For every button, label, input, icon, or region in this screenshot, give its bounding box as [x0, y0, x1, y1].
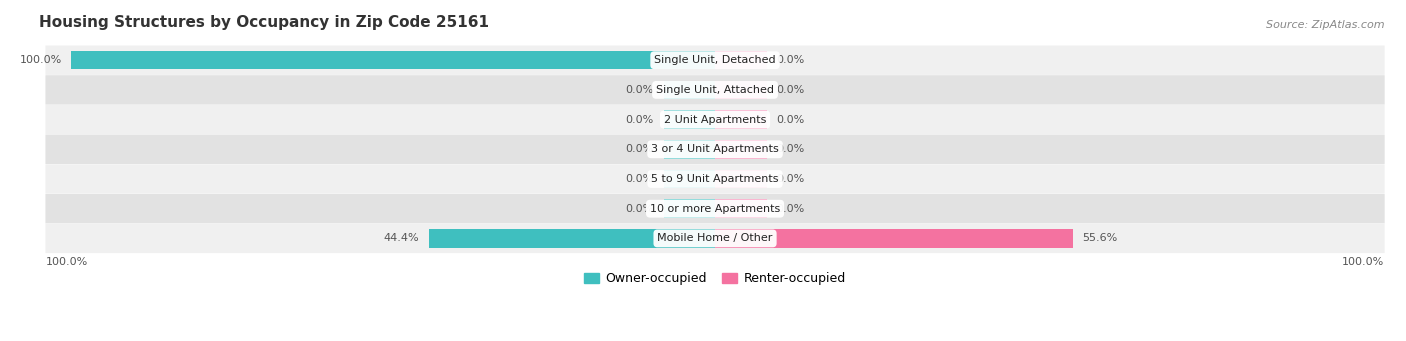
Text: 3 or 4 Unit Apartments: 3 or 4 Unit Apartments — [651, 144, 779, 154]
Bar — [716, 51, 766, 70]
Text: Mobile Home / Other: Mobile Home / Other — [658, 233, 773, 243]
Legend: Owner-occupied, Renter-occupied: Owner-occupied, Renter-occupied — [579, 267, 851, 291]
Bar — [716, 81, 766, 99]
Bar — [664, 140, 716, 159]
Bar — [716, 199, 766, 218]
Text: 44.4%: 44.4% — [384, 233, 419, 243]
FancyBboxPatch shape — [45, 194, 1385, 223]
Bar — [664, 110, 716, 129]
Text: 0.0%: 0.0% — [626, 115, 654, 124]
FancyBboxPatch shape — [45, 45, 1385, 75]
Text: Source: ZipAtlas.com: Source: ZipAtlas.com — [1267, 20, 1385, 30]
Bar — [429, 229, 716, 248]
Text: 0.0%: 0.0% — [626, 85, 654, 95]
FancyBboxPatch shape — [45, 105, 1385, 134]
Text: 0.0%: 0.0% — [776, 85, 804, 95]
Text: 0.0%: 0.0% — [776, 144, 804, 154]
FancyBboxPatch shape — [45, 164, 1385, 194]
Text: 10 or more Apartments: 10 or more Apartments — [650, 204, 780, 214]
Text: 55.6%: 55.6% — [1083, 233, 1118, 243]
Bar — [72, 51, 716, 70]
Text: Single Unit, Detached: Single Unit, Detached — [654, 55, 776, 65]
Text: Single Unit, Attached: Single Unit, Attached — [657, 85, 775, 95]
Bar — [716, 229, 1073, 248]
Text: Housing Structures by Occupancy in Zip Code 25161: Housing Structures by Occupancy in Zip C… — [39, 15, 489, 30]
Text: 0.0%: 0.0% — [776, 174, 804, 184]
Bar — [716, 170, 766, 188]
FancyBboxPatch shape — [45, 135, 1385, 164]
Text: 0.0%: 0.0% — [626, 144, 654, 154]
Text: 0.0%: 0.0% — [776, 55, 804, 65]
Text: 0.0%: 0.0% — [776, 115, 804, 124]
FancyBboxPatch shape — [45, 75, 1385, 105]
Bar — [716, 110, 766, 129]
Text: 2 Unit Apartments: 2 Unit Apartments — [664, 115, 766, 124]
Text: 100.0%: 100.0% — [45, 257, 87, 267]
Bar — [716, 140, 766, 159]
Text: 100.0%: 100.0% — [1343, 257, 1385, 267]
Bar — [664, 170, 716, 188]
Text: 100.0%: 100.0% — [20, 55, 62, 65]
Bar — [664, 81, 716, 99]
Text: 5 to 9 Unit Apartments: 5 to 9 Unit Apartments — [651, 174, 779, 184]
Bar — [664, 199, 716, 218]
Text: 0.0%: 0.0% — [626, 174, 654, 184]
FancyBboxPatch shape — [45, 224, 1385, 253]
Text: 0.0%: 0.0% — [626, 204, 654, 214]
Text: 0.0%: 0.0% — [776, 204, 804, 214]
